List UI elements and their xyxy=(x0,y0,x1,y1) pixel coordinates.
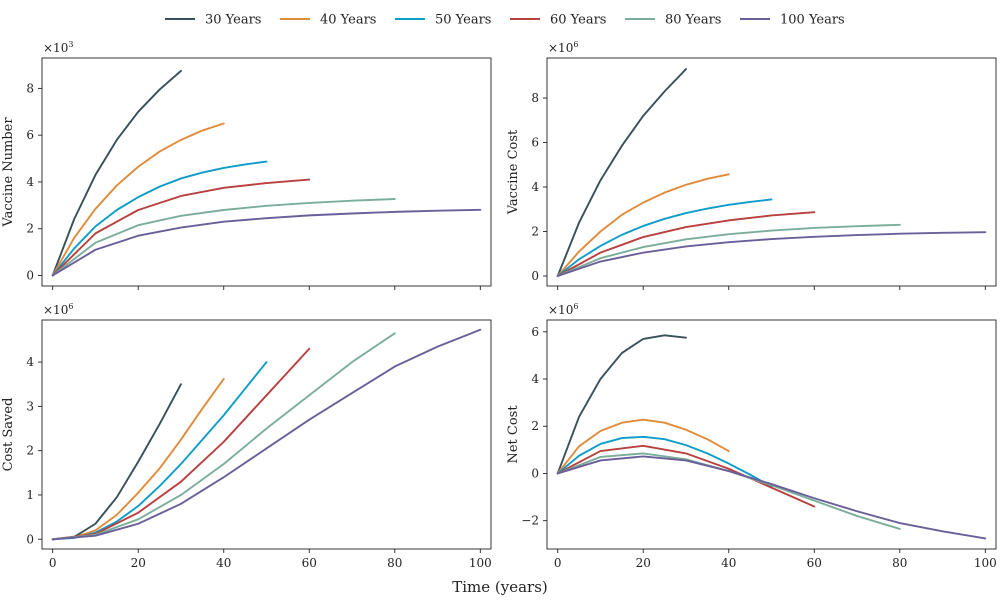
series-line xyxy=(556,231,987,277)
multiplier-base: ×10 xyxy=(548,41,573,55)
series-line xyxy=(556,435,773,488)
legend-item: 100 Years xyxy=(740,13,845,28)
y-axis-label: Vaccine Number xyxy=(1,117,16,228)
scale-multiplier: ×106 xyxy=(548,40,578,55)
series-line xyxy=(556,223,901,277)
series-line xyxy=(51,377,225,541)
legend: 30 Years 40 Years 50 Years 60 Years 80 Years… xyxy=(165,13,845,28)
y-tick-label: 3 xyxy=(26,399,34,413)
axes-frame xyxy=(41,57,492,287)
y-tick-label: 6 xyxy=(531,325,539,339)
series-line xyxy=(556,211,816,277)
multiplier-exponent: 6 xyxy=(573,40,578,49)
legend-item: 80 Years xyxy=(625,13,721,28)
series-line xyxy=(51,178,311,277)
multiplier-exponent: 3 xyxy=(68,40,73,49)
x-tick-label: 20 xyxy=(131,556,146,570)
axes-frame xyxy=(546,57,997,287)
series-line xyxy=(51,122,225,277)
y-tick-label: −2 xyxy=(521,514,539,528)
x-tick-label: 20 xyxy=(636,556,651,570)
y-tick-label: 6 xyxy=(531,136,539,150)
series-line xyxy=(556,418,730,475)
legend-label: 80 Years xyxy=(665,13,721,28)
series-line xyxy=(556,198,773,277)
series-line xyxy=(556,455,987,540)
x-tick-label: 0 xyxy=(554,556,562,570)
y-tick-label: 2 xyxy=(26,222,34,236)
y-tick-label: 0 xyxy=(26,268,34,282)
multiplier-exponent: 6 xyxy=(68,302,73,311)
x-tick-label: 80 xyxy=(892,556,907,570)
series-line xyxy=(51,198,396,277)
series-line xyxy=(556,68,687,277)
y-tick-label: 0 xyxy=(26,532,34,546)
legend-item: 50 Years xyxy=(395,13,491,28)
legend-item: 30 Years xyxy=(165,13,261,28)
series-line xyxy=(556,173,730,277)
panel-vaccine-number: 0 2 4 6 8 Vaccine Number ×103 xyxy=(1,40,492,290)
y-tick-label: 0 xyxy=(531,269,539,283)
x-tick-label: 100 xyxy=(469,556,492,570)
y-axis-label: Cost Saved xyxy=(1,398,16,472)
y-tick-label: 2 xyxy=(26,444,34,458)
y-axis-label: Vaccine Cost xyxy=(506,129,521,215)
multiplier-base: ×10 xyxy=(548,303,573,317)
x-tick-label: 60 xyxy=(807,556,822,570)
legend-label: 30 Years xyxy=(205,13,261,28)
series-line xyxy=(51,332,396,541)
y-tick-label: 2 xyxy=(531,419,539,433)
legend-label: 60 Years xyxy=(550,13,606,28)
x-tick-label: 0 xyxy=(49,556,57,570)
y-tick-label: 4 xyxy=(531,372,539,386)
y-tick-label: 1 xyxy=(26,488,34,502)
legend-label: 40 Years xyxy=(320,13,376,28)
y-tick-label: 4 xyxy=(531,180,539,194)
axes-frame xyxy=(41,319,492,550)
y-tick-label: 8 xyxy=(531,91,539,105)
x-tick-label: 40 xyxy=(216,556,231,570)
multiplier-base: ×10 xyxy=(43,41,68,55)
x-axis-label: Time (years) xyxy=(452,578,548,596)
series-line xyxy=(51,328,482,541)
y-tick-label: 8 xyxy=(26,81,34,95)
legend-label: 50 Years xyxy=(435,13,491,28)
y-axis-label: Net Cost xyxy=(506,405,521,464)
x-tick-label: 60 xyxy=(302,556,317,570)
series-line xyxy=(556,334,687,475)
y-tick-label: 4 xyxy=(26,355,34,369)
series-line xyxy=(556,452,901,530)
series-line xyxy=(51,160,268,277)
x-tick-label: 40 xyxy=(721,556,736,570)
legend-item: 60 Years xyxy=(510,13,606,28)
y-tick-label: 2 xyxy=(531,225,539,239)
y-tick-label: 6 xyxy=(26,128,34,142)
scale-multiplier: ×106 xyxy=(548,302,578,317)
multiplier-exponent: 6 xyxy=(573,302,578,311)
x-tick-label: 80 xyxy=(387,556,402,570)
axes-frame xyxy=(546,319,997,550)
series-line xyxy=(51,208,482,277)
y-tick-label: 4 xyxy=(26,175,34,189)
x-tick-label: 100 xyxy=(974,556,997,570)
legend-item: 40 Years xyxy=(280,13,376,28)
multiplier-base: ×10 xyxy=(43,303,68,317)
series-line xyxy=(556,444,816,508)
y-tick-label: 0 xyxy=(531,466,539,480)
series-line xyxy=(51,347,311,541)
scale-multiplier: ×103 xyxy=(43,40,73,55)
legend-label: 100 Years xyxy=(780,13,845,28)
series-line xyxy=(51,361,268,541)
series-line xyxy=(51,69,182,277)
scale-multiplier: ×106 xyxy=(43,302,73,317)
